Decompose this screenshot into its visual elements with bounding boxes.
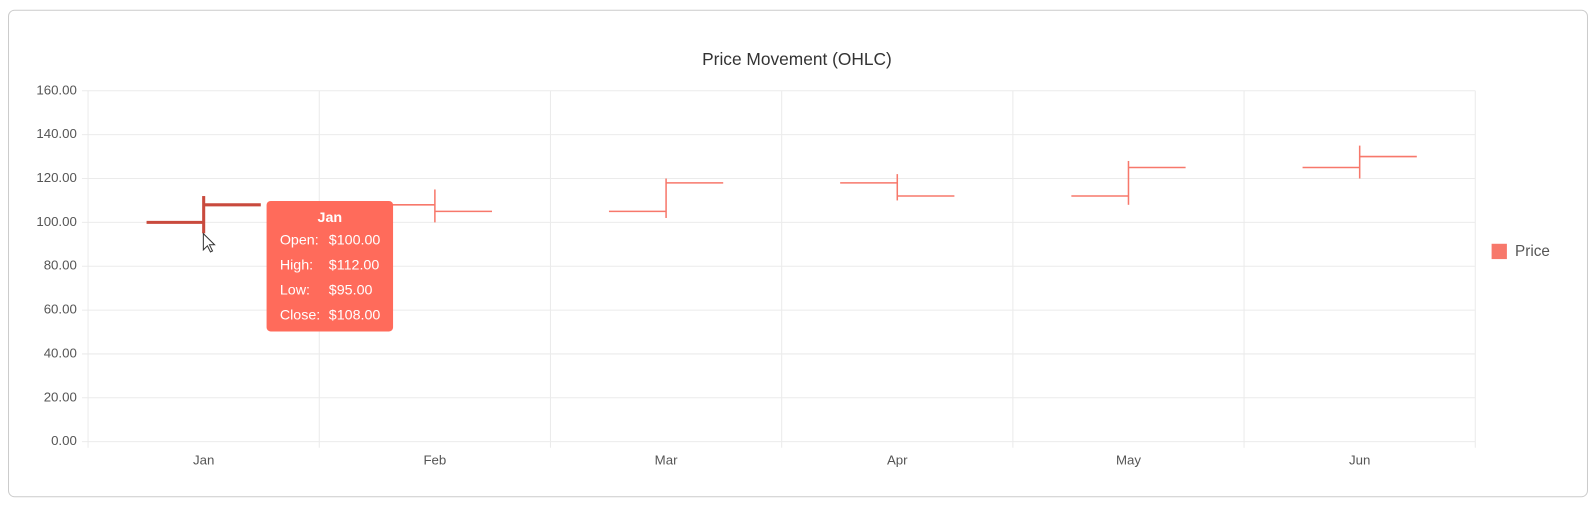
tooltip-label: High: bbox=[280, 257, 313, 273]
tooltip: Jan Open: $100.00 High: $112.00 Low: $95.00 Clo… bbox=[266, 200, 394, 332]
x-tick-label: Jan bbox=[193, 453, 214, 468]
x-tick-label: Feb bbox=[423, 453, 446, 468]
y-tick-label: 80.00 bbox=[44, 258, 77, 273]
y-tick-label: 120.00 bbox=[36, 170, 77, 185]
tooltip-value: $108.00 bbox=[329, 307, 381, 323]
y-tick-label: 60.00 bbox=[44, 302, 77, 317]
y-tick-label: 160.00 bbox=[36, 82, 77, 97]
y-tick-label: 140.00 bbox=[36, 126, 77, 141]
tooltip-box bbox=[266, 200, 394, 332]
tooltip-title: Jan bbox=[318, 210, 343, 226]
y-tick-label: 20.00 bbox=[44, 389, 77, 404]
tooltip-label: Close: bbox=[280, 307, 320, 323]
tooltip-value: $100.00 bbox=[329, 232, 381, 248]
y-tick-label: 100.00 bbox=[36, 214, 77, 229]
legend-swatch[interactable] bbox=[1491, 243, 1507, 260]
card bbox=[8, 9, 1588, 498]
x-tick-label: Mar bbox=[655, 453, 678, 468]
x-tick-label: Jun bbox=[1349, 453, 1370, 468]
tooltip-value: $95.00 bbox=[329, 282, 373, 298]
chart-title: Price Movement (OHLC) bbox=[702, 49, 892, 69]
tooltip-value: $112.00 bbox=[329, 257, 380, 273]
legend-label[interactable]: Price bbox=[1515, 243, 1550, 260]
y-tick-label: 40.00 bbox=[44, 345, 77, 360]
x-tick-label: Apr bbox=[887, 453, 908, 468]
cursor bbox=[202, 232, 216, 253]
y-tick-label: 0.00 bbox=[51, 433, 77, 448]
x-tick-label: May bbox=[1116, 453, 1141, 468]
tooltip-label: Low: bbox=[280, 282, 310, 298]
tooltip-label: Open: bbox=[280, 232, 319, 248]
